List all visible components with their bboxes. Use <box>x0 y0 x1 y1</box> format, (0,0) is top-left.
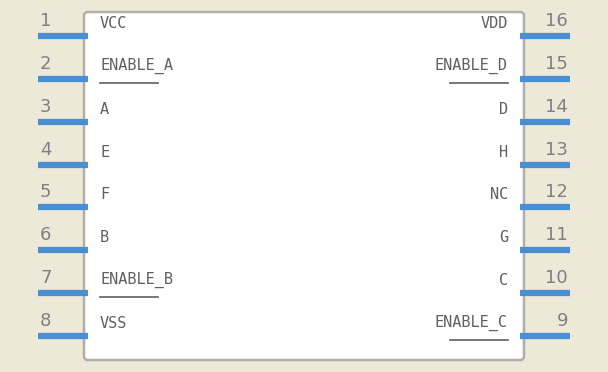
Text: E: E <box>100 145 109 160</box>
Text: VDD: VDD <box>481 16 508 31</box>
Text: 3: 3 <box>40 98 52 116</box>
Text: 16: 16 <box>545 12 568 30</box>
Text: 14: 14 <box>545 98 568 116</box>
Text: 6: 6 <box>40 226 51 244</box>
FancyBboxPatch shape <box>84 12 524 360</box>
Text: F: F <box>100 187 109 202</box>
Text: 5: 5 <box>40 183 52 201</box>
Text: H: H <box>499 145 508 160</box>
Text: 11: 11 <box>545 226 568 244</box>
Text: 13: 13 <box>545 141 568 158</box>
Text: 2: 2 <box>40 55 52 73</box>
Text: 7: 7 <box>40 269 52 287</box>
Text: ENABLE_A: ENABLE_A <box>100 58 173 74</box>
Text: G: G <box>499 230 508 245</box>
Text: 10: 10 <box>545 269 568 287</box>
Text: B: B <box>100 230 109 245</box>
Text: 8: 8 <box>40 312 51 330</box>
Text: 9: 9 <box>556 312 568 330</box>
Text: ENABLE_B: ENABLE_B <box>100 272 173 288</box>
Text: 15: 15 <box>545 55 568 73</box>
Text: VSS: VSS <box>100 316 127 331</box>
Text: A: A <box>100 102 109 117</box>
Text: 1: 1 <box>40 12 51 30</box>
Text: D: D <box>499 102 508 117</box>
Text: ENABLE_D: ENABLE_D <box>435 58 508 74</box>
Text: NC: NC <box>490 187 508 202</box>
Text: 4: 4 <box>40 141 52 158</box>
Text: VCC: VCC <box>100 16 127 31</box>
Text: 12: 12 <box>545 183 568 201</box>
Text: ENABLE_C: ENABLE_C <box>435 315 508 331</box>
Text: C: C <box>499 273 508 288</box>
